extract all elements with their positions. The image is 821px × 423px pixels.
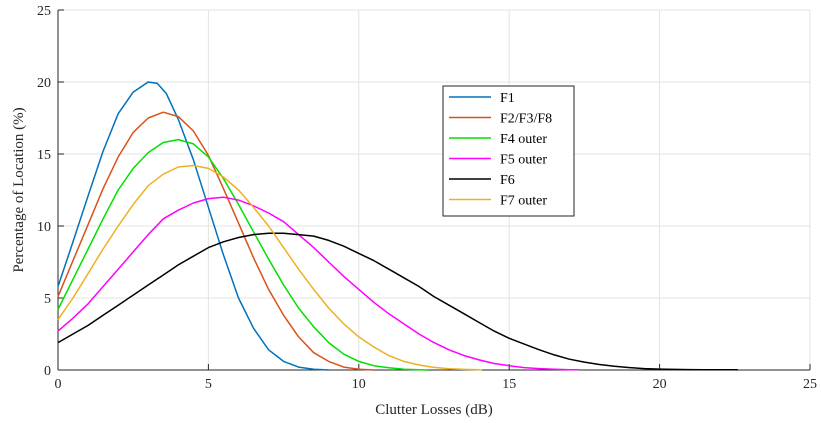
y-tick-label: 20 (37, 76, 51, 91)
legend-label-f4-outer: F4 outer (500, 132, 547, 147)
y-tick-label: 15 (37, 148, 51, 163)
x-tick-label: 0 (55, 377, 62, 392)
series-line-f7-outer (57, 164, 483, 371)
grid (57, 9, 811, 371)
x-axis-label: Clutter Losses (dB) (375, 402, 493, 418)
legend-label-f7-outer: F7 outer (500, 194, 547, 209)
y-tick-label: 10 (37, 220, 51, 235)
y-tick-label: 0 (44, 364, 51, 379)
series-line-f4-outer (57, 138, 429, 371)
x-tick-label: 15 (502, 377, 516, 392)
series-line-f5-outer (57, 196, 579, 371)
y-tick-label: 25 (37, 4, 51, 19)
y-tick-label: 5 (44, 292, 51, 307)
legend-label-f1: F1 (500, 91, 515, 106)
legend: F1 F2/F3/F8 F4 outer F5 outer F6 F7 outer (442, 85, 575, 217)
y-axis-label: Percentage of Location (%) (11, 107, 27, 272)
x-tick-label: 20 (653, 377, 667, 392)
series-line-f1 (57, 81, 329, 371)
legend-label-f5-outer: F5 outer (500, 153, 547, 168)
x-tick-label: 5 (205, 377, 212, 392)
legend-label-f2-f3-f8: F2/F3/F8 (500, 112, 552, 127)
plot-area (58, 10, 810, 370)
legend-label-f6: F6 (500, 173, 515, 188)
x-tick-label: 10 (352, 377, 366, 392)
series-line-f6 (57, 232, 738, 371)
series-lines (57, 81, 738, 371)
legend-box (442, 85, 575, 217)
x-tick-label: 25 (803, 377, 817, 392)
